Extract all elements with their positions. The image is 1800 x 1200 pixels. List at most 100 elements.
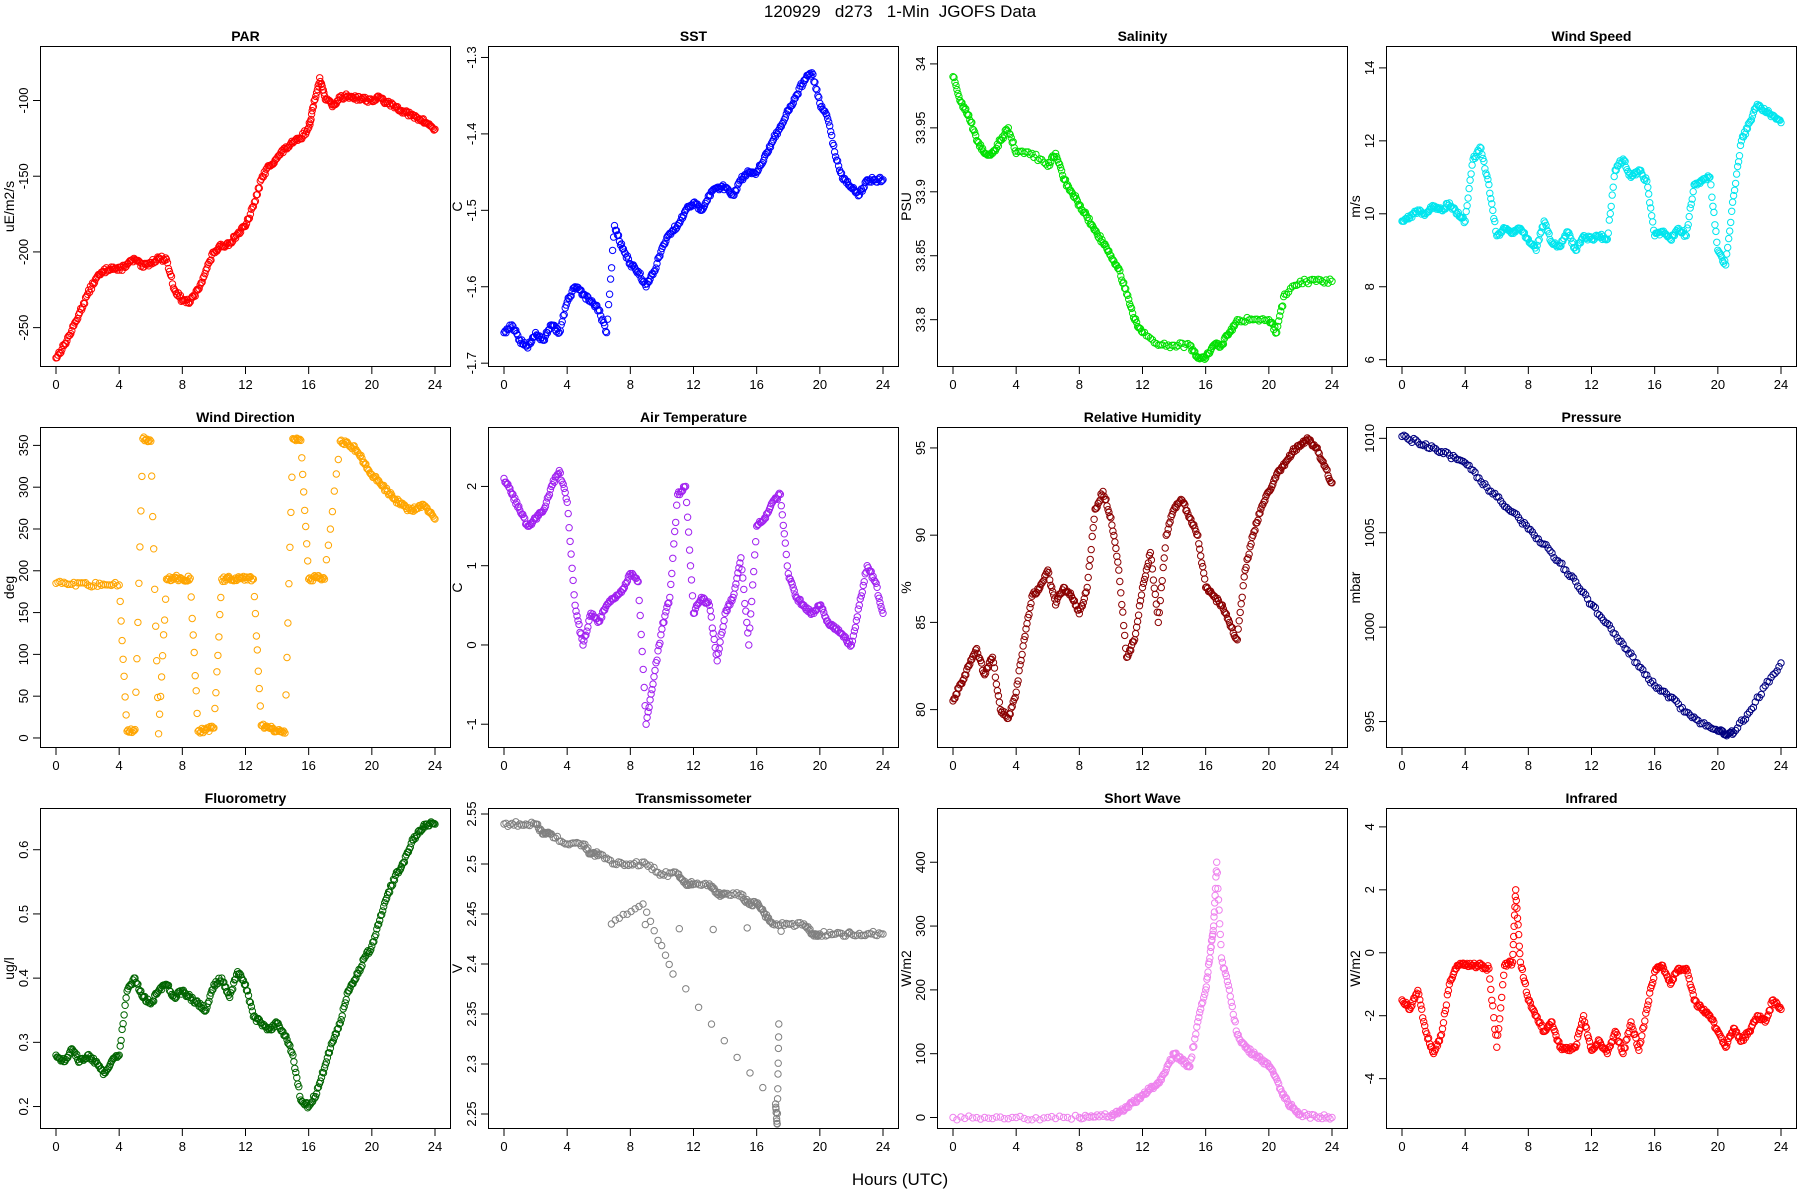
- trace-point: [395, 866, 404, 875]
- trace-point: [302, 522, 310, 531]
- trace-point: [951, 694, 959, 702]
- trace-point: [1443, 449, 1452, 457]
- trace-point: [243, 987, 252, 995]
- trace-point: [507, 488, 515, 496]
- y-tick-label: 0.6: [16, 841, 31, 859]
- trace-point: [1659, 964, 1668, 973]
- trace-point: [378, 911, 386, 919]
- trace-point: [615, 914, 624, 922]
- trace-point: [213, 668, 221, 676]
- data-point: [1512, 886, 1520, 894]
- trace-point: [604, 300, 613, 309]
- trace-point: [121, 693, 129, 701]
- data-point: [737, 554, 745, 562]
- trace-point: [204, 724, 212, 732]
- trace-point: [205, 258, 213, 267]
- data-point: [1217, 954, 1226, 962]
- x-tick-label: 4: [116, 1139, 123, 1154]
- trace-point: [744, 629, 752, 637]
- data-point: [602, 328, 611, 337]
- panel-title: Air Temperature: [640, 409, 747, 425]
- trace-point: [538, 508, 547, 516]
- trace-point: [1087, 545, 1095, 554]
- trace-point: [1707, 181, 1715, 189]
- trace-point: [602, 854, 611, 862]
- trace-point: [1051, 1114, 1060, 1123]
- trace-point: [159, 631, 168, 639]
- trace-point: [1713, 238, 1721, 247]
- trace-point: [718, 891, 726, 899]
- trace-point: [1633, 659, 1641, 667]
- trace-point: [1607, 202, 1615, 211]
- y-tick-label: -1.7: [464, 352, 479, 374]
- trace-point: [683, 513, 692, 521]
- trace-point: [138, 992, 146, 1000]
- trace-point: [568, 564, 576, 573]
- trace-point: [774, 1059, 782, 1067]
- trace-point: [1585, 1037, 1594, 1046]
- trace-point: [1256, 509, 1264, 517]
- y-tick-label: 12: [1362, 134, 1377, 148]
- trace-point: [310, 97, 318, 105]
- x-tick-label: 24: [1774, 377, 1788, 392]
- trace-point: [631, 905, 639, 913]
- trace-point: [1621, 1044, 1629, 1052]
- trace-point: [1127, 304, 1136, 313]
- trace-point: [1006, 130, 1014, 139]
- trace-point: [153, 657, 161, 665]
- trace-point: [1708, 193, 1716, 201]
- trace-point: [759, 156, 768, 165]
- trace-point: [641, 920, 650, 929]
- trace-point: [570, 591, 578, 599]
- trace-point: [817, 601, 825, 609]
- data-point: [1138, 583, 1147, 592]
- trace-point: [220, 573, 228, 581]
- trace-point: [1534, 535, 1542, 543]
- trace-point: [1120, 621, 1128, 630]
- trace-point: [743, 618, 751, 627]
- trace-point: [645, 703, 653, 712]
- trace-point: [1531, 244, 1539, 252]
- trace-point: [1218, 601, 1227, 609]
- trace-point: [308, 106, 316, 115]
- trace-point: [1616, 157, 1624, 165]
- trace-point: [1606, 209, 1615, 218]
- trace-point: [763, 509, 772, 518]
- trace-point: [1724, 243, 1732, 252]
- trace-point: [1488, 996, 1496, 1005]
- trace-point: [633, 269, 641, 277]
- trace-point: [1156, 596, 1165, 605]
- trace-point: [1124, 291, 1132, 300]
- trace-point: [811, 930, 819, 938]
- trace-point: [1487, 194, 1495, 203]
- trace-point: [1090, 515, 1098, 524]
- trace-point: [134, 980, 142, 988]
- trace-point: [1217, 940, 1225, 949]
- trace-point: [992, 144, 1001, 153]
- trace-point: [606, 275, 615, 283]
- data-point: [879, 609, 887, 618]
- trace-point: [814, 92, 822, 100]
- trace-point: [1726, 227, 1734, 235]
- trace-point: [1048, 583, 1056, 592]
- trace-point: [1129, 638, 1138, 646]
- trace-point: [640, 683, 648, 692]
- trace-point: [1324, 279, 1332, 287]
- y-axis-label: V: [449, 963, 465, 973]
- trace-point: [1616, 1039, 1624, 1047]
- trace-point: [596, 306, 604, 315]
- trace-point: [973, 1113, 981, 1122]
- trace-point: [1420, 210, 1428, 218]
- data-point: [1075, 200, 1084, 209]
- trace-point: [765, 917, 774, 925]
- trace-point: [995, 698, 1004, 706]
- trace-point: [189, 631, 197, 639]
- trace-point: [1727, 218, 1735, 227]
- trace-point: [1742, 124, 1751, 132]
- trace-point: [106, 1060, 115, 1068]
- trace-point: [1441, 1006, 1450, 1015]
- trace-point: [1245, 550, 1253, 558]
- trace-point: [388, 881, 397, 889]
- trace-point: [1214, 596, 1223, 605]
